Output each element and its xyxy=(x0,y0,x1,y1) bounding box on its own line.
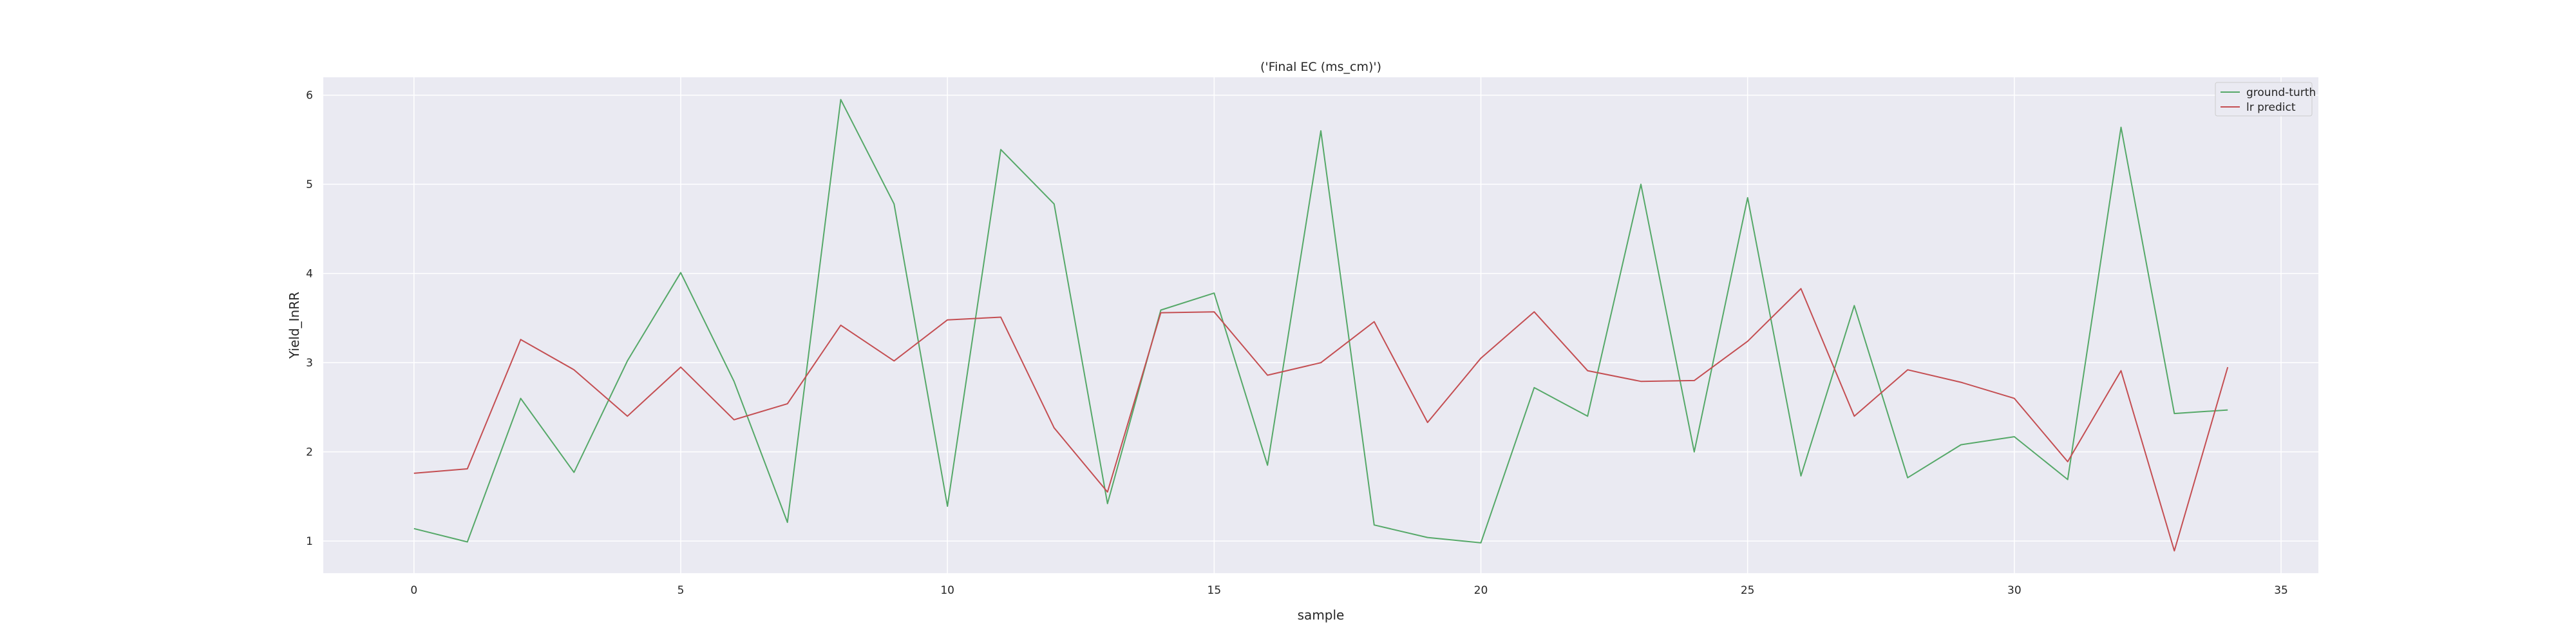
series-line-ground-turth xyxy=(413,99,2228,544)
x-tick-label: 0 xyxy=(410,584,417,597)
x-tick-label: 15 xyxy=(1208,584,1222,597)
legend-label-lr-predict: lr predict xyxy=(2246,101,2296,114)
x-tick-label: 10 xyxy=(940,584,954,597)
x-tick-label: 30 xyxy=(2007,584,2022,597)
legend-label-ground-turth: ground-turth xyxy=(2246,86,2316,99)
series-line-lr-predict xyxy=(413,288,2229,552)
tick-labels: 0 5 10 15 20 25 30 35 1 2 3 4 5 6 xyxy=(306,90,2288,597)
plot-area xyxy=(323,77,2318,573)
y-tick-label: 2 xyxy=(306,446,313,459)
x-tick-label: 20 xyxy=(1474,584,1488,597)
y-tick-label: 3 xyxy=(306,357,313,370)
series-lines xyxy=(413,99,2229,552)
y-axis-title: Yield_InRR xyxy=(287,292,302,359)
legend: ground-turth lr predict xyxy=(2215,82,2316,117)
grid xyxy=(323,77,2318,573)
x-axis-title: sample xyxy=(1298,607,1345,623)
y-tick-label: 1 xyxy=(306,535,313,548)
y-tick-label: 4 xyxy=(306,268,313,281)
y-tick-label: 5 xyxy=(306,178,313,191)
x-tick-label: 35 xyxy=(2274,584,2288,597)
x-tick-label: 5 xyxy=(677,584,685,597)
y-tick-label: 6 xyxy=(306,90,313,102)
chart-title: ('Final EC (ms_cm)') xyxy=(1260,60,1381,74)
x-tick-label: 25 xyxy=(1741,584,1755,597)
